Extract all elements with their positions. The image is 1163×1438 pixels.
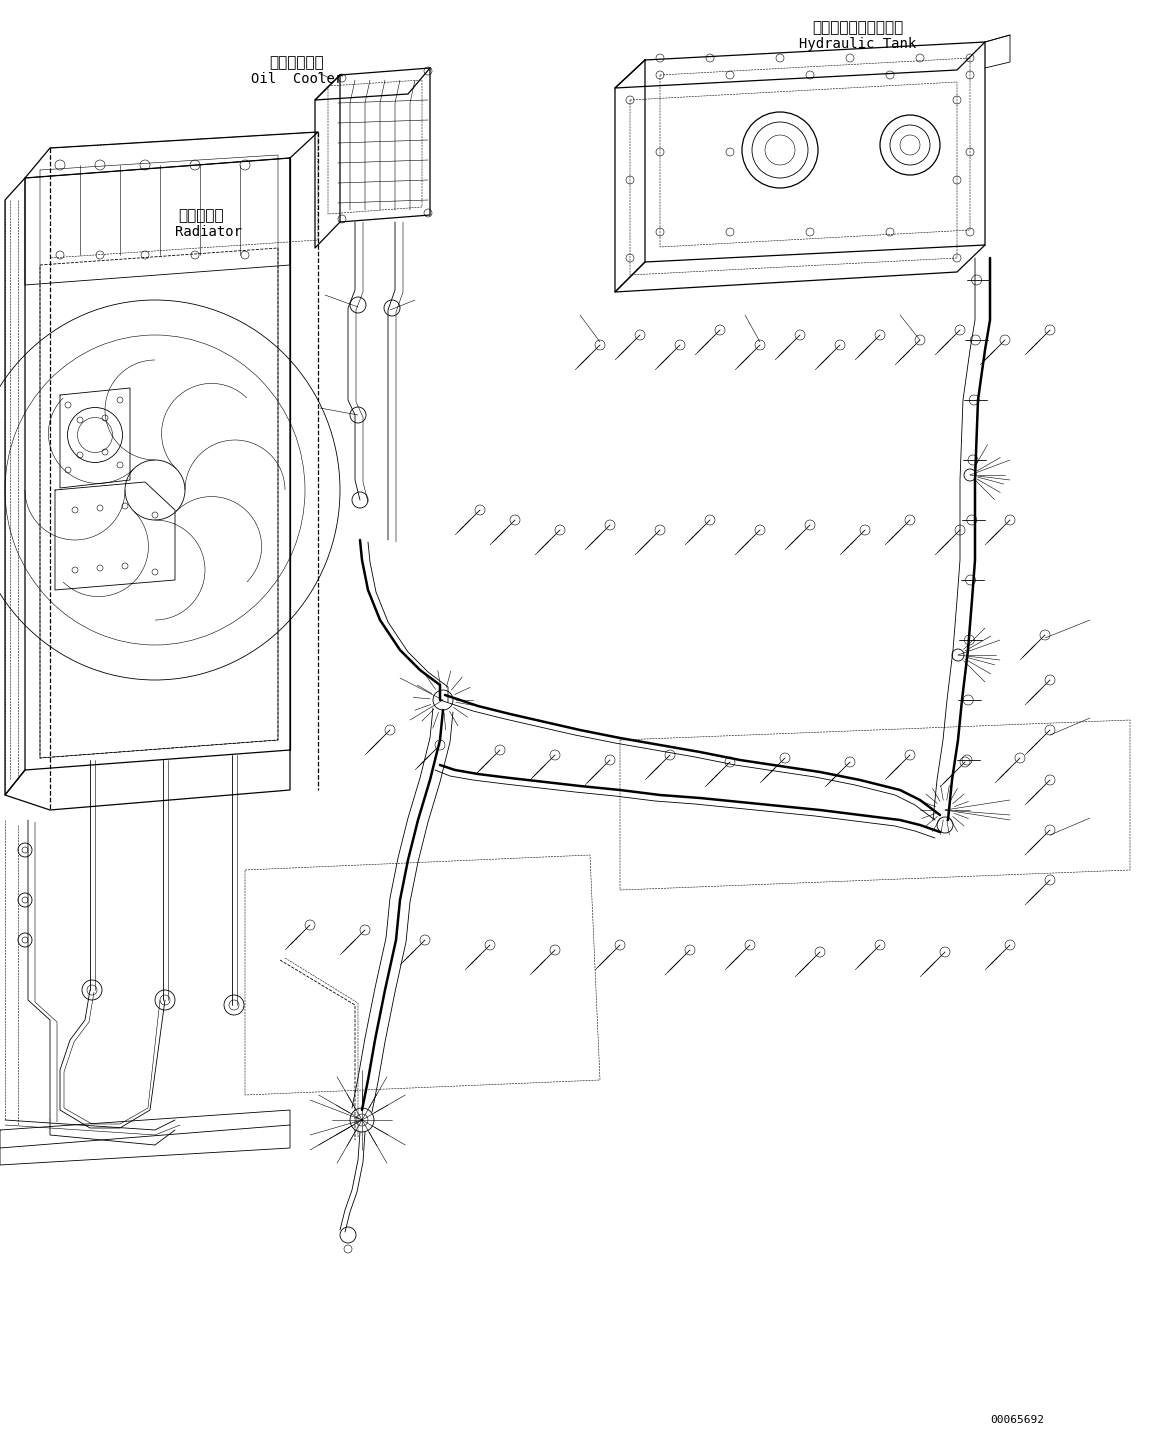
Text: Hydraulic Tank: Hydraulic Tank (799, 37, 916, 50)
Circle shape (350, 1109, 374, 1132)
Circle shape (356, 1114, 368, 1126)
Circle shape (229, 999, 240, 1009)
Circle shape (937, 817, 952, 833)
Circle shape (83, 981, 102, 999)
Circle shape (22, 938, 28, 943)
Circle shape (971, 275, 982, 285)
Circle shape (970, 335, 980, 345)
Circle shape (224, 995, 244, 1015)
Circle shape (742, 112, 818, 188)
Circle shape (340, 1227, 356, 1242)
Circle shape (17, 933, 33, 948)
Circle shape (964, 469, 976, 480)
Circle shape (433, 690, 454, 710)
Circle shape (969, 395, 979, 406)
Circle shape (87, 985, 97, 995)
Circle shape (765, 135, 795, 165)
Text: Radiator: Radiator (174, 224, 242, 239)
Circle shape (752, 122, 808, 178)
Text: 00065692: 00065692 (990, 1415, 1044, 1425)
Circle shape (22, 847, 28, 853)
Text: オイルクーラ: オイルクーラ (270, 55, 324, 70)
Text: ハイドロリックタンク: ハイドロリックタンク (813, 20, 904, 35)
Circle shape (963, 695, 973, 705)
Circle shape (965, 575, 976, 585)
Circle shape (22, 897, 28, 903)
Circle shape (160, 995, 170, 1005)
Circle shape (966, 515, 977, 525)
Circle shape (890, 125, 930, 165)
Circle shape (880, 115, 940, 175)
Circle shape (155, 989, 174, 1009)
Circle shape (952, 649, 964, 661)
Circle shape (962, 755, 972, 765)
Circle shape (350, 298, 366, 313)
Circle shape (384, 301, 400, 316)
Circle shape (968, 454, 978, 464)
Circle shape (17, 843, 33, 857)
Circle shape (17, 893, 33, 907)
Circle shape (352, 492, 368, 508)
Circle shape (900, 135, 920, 155)
Circle shape (964, 636, 975, 646)
Text: Oil  Cooler: Oil Cooler (251, 72, 343, 86)
Text: ラジエータ: ラジエータ (178, 209, 223, 223)
Circle shape (350, 407, 366, 423)
